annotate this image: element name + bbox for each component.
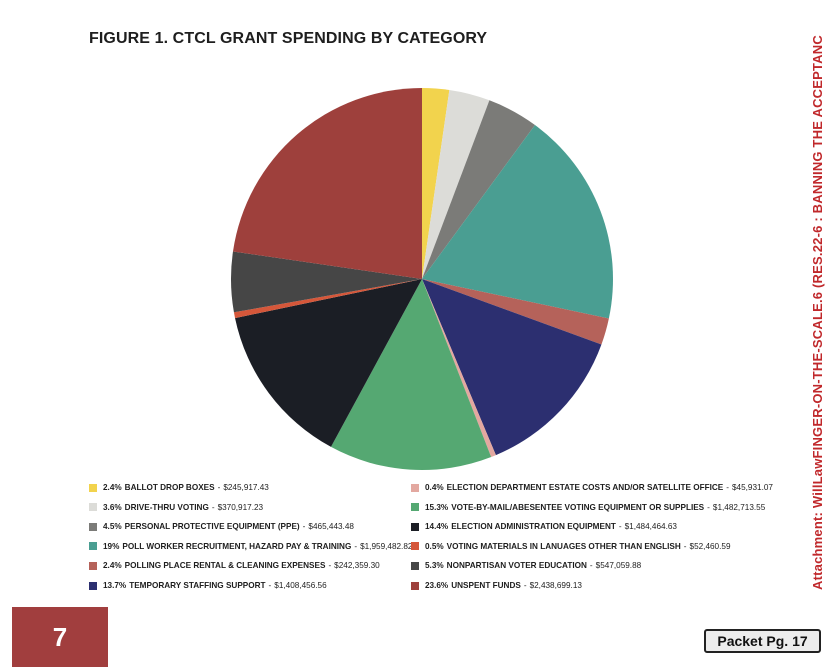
legend-label: ELECTION DEPARTMENT ESTATE COSTS AND/OR … [446, 483, 724, 492]
legend-item: 5.3% NONPARTISAN VOTER EDUCATION - $547,059… [411, 561, 641, 570]
legend-amount: $245,917.43 [223, 483, 269, 492]
legend-amount: $370,917.23 [217, 502, 264, 512]
legend-item: 23.6% UNSPENT FUNDS - $2,438,699.13 [411, 581, 582, 590]
legend-amount: $1,482,713.55 [712, 502, 766, 512]
legend-percent: 4.5% [103, 522, 122, 532]
legend-swatch [411, 522, 419, 531]
legend-separator: - [707, 502, 710, 512]
legend-item: 0.5% VOTING MATERIALS IN LANUAGES OTHER T… [411, 542, 731, 551]
pie-slice-2 [422, 89, 490, 279]
legend-swatch [411, 503, 419, 512]
legend-swatch [411, 561, 419, 570]
legend-label: TEMPORARY STAFFING SUPPORT [129, 581, 266, 590]
pie-chart [230, 88, 613, 470]
legend-swatch [411, 483, 419, 492]
legend-amount: $547,059.88 [595, 561, 642, 571]
pie-slice-11 [230, 251, 422, 313]
page-number-badge: 7 [12, 607, 108, 667]
legend-separator: - [683, 541, 687, 551]
legend-label: VOTING MATERIALS IN LANUAGES OTHER THAN … [446, 541, 681, 551]
legend-separator: - [268, 581, 272, 590]
legend-label: UNSPENT FUNDS [451, 581, 521, 590]
legend-label: PERSONAL PROTECTIVE EQUIPMENT (PPE) [124, 522, 300, 532]
legend-percent: 23.6% [425, 581, 449, 590]
pie-slice-9 [235, 279, 422, 447]
legend-label: POLL WORKER RECRUITMENT, HAZARD PAY & TR… [122, 541, 352, 551]
legend-swatch [89, 522, 97, 531]
legend-swatch [411, 542, 419, 551]
legend-percent: 0.4% [425, 483, 444, 492]
legend-separator: - [217, 483, 221, 492]
legend-percent: 3.6% [103, 502, 122, 512]
legend-separator: - [302, 522, 306, 532]
legend-label: NONPARTISAN VOTER EDUCATION [446, 561, 587, 571]
pie-slice-1 [422, 88, 450, 279]
pie-slice-8 [330, 279, 492, 470]
legend-item: 3.6% DRIVE-THRU VOTING - $370,917.23 [89, 503, 263, 512]
legend-percent: 5.3% [425, 561, 444, 571]
legend-label: BALLOT DROP BOXES [124, 483, 215, 492]
legend-label: POLLING PLACE RENTAL & CLEANING EXPENSES [124, 561, 326, 571]
legend-amount: $45,931.07 [731, 483, 773, 492]
legend-amount: $1,408,456.56 [274, 581, 327, 590]
pie-slice-10 [233, 279, 422, 319]
legend-swatch [89, 581, 97, 590]
legend-item: 4.5% PERSONAL PROTECTIVE EQUIPMENT (PPE) -… [89, 522, 354, 531]
legend-separator: - [523, 581, 527, 590]
legend-swatch [89, 503, 97, 512]
legend-percent: 14.4% [425, 522, 449, 532]
attachment-side-note: Attachment: WillLawFINGER-ON-THE-SCALE.6… [810, 35, 825, 590]
legend-percent: 0.5% [425, 541, 444, 551]
legend-percent: 2.4% [103, 561, 122, 571]
legend-amount: $242,359.30 [334, 561, 380, 571]
legend-item: 15.3% VOTE-BY-MAIL/ABESENTEE VOTING EQUIP… [411, 503, 765, 512]
legend-swatch [411, 581, 419, 590]
pie-slice-12 [232, 88, 422, 279]
legend-amount: $1,484,464.63 [624, 522, 677, 532]
legend-swatch [89, 542, 97, 551]
legend-separator: - [589, 561, 593, 571]
legend-amount: $2,438,699.13 [529, 581, 582, 590]
pie-slice-7 [422, 279, 496, 458]
legend-item: 19% POLL WORKER RECRUITMENT, HAZARD PAY &… [89, 542, 412, 551]
legend-item: 13.7% TEMPORARY STAFFING SUPPORT - $1,408,4… [89, 581, 327, 590]
page-number: 7 [52, 621, 68, 652]
legend-item: 2.4% POLLING PLACE RENTAL & CLEANING EXPE… [89, 561, 380, 570]
legend-label: ELECTION ADMINISTRATION EQUIPMENT [451, 522, 616, 532]
packet-page-label: Packet Pg. 17 [704, 629, 821, 653]
legend-separator: - [328, 561, 332, 571]
legend-label: DRIVE-THRU VOTING [124, 502, 209, 512]
legend-amount: $1,959,482.82 [360, 541, 413, 551]
legend-separator: - [726, 483, 729, 492]
legend-separator: - [211, 502, 215, 512]
legend-item: 14.4% ELECTION ADMINISTRATION EQUIPMENT - $… [411, 522, 677, 531]
pie-slice-3 [422, 100, 535, 279]
chart-title: FIGURE 1. CTCL GRANT SPENDING BY CATEGOR… [89, 30, 488, 47]
legend-amount: $465,443.48 [308, 522, 354, 532]
legend-item: 2.4% BALLOT DROP BOXES - $245,917.43 [89, 483, 269, 492]
legend-percent: 19% [103, 541, 120, 551]
pie-slice-5 [422, 279, 609, 345]
legend-percent: 15.3% [425, 502, 449, 512]
pie-slice-6 [422, 279, 602, 456]
legend-swatch [89, 561, 97, 570]
legend-percent: 2.4% [103, 483, 122, 492]
legend-percent: 13.7% [103, 581, 127, 590]
pie-slice-4 [422, 125, 613, 319]
legend-item: 0.4% ELECTION DEPARTMENT ESTATE COSTS AND… [411, 483, 773, 492]
legend-swatch [89, 483, 97, 492]
legend-separator: - [354, 541, 358, 551]
legend-separator: - [618, 522, 622, 532]
legend-amount: $52,460.59 [689, 541, 731, 551]
legend-label: VOTE-BY-MAIL/ABESENTEE VOTING EQUIPMENT … [451, 502, 705, 512]
